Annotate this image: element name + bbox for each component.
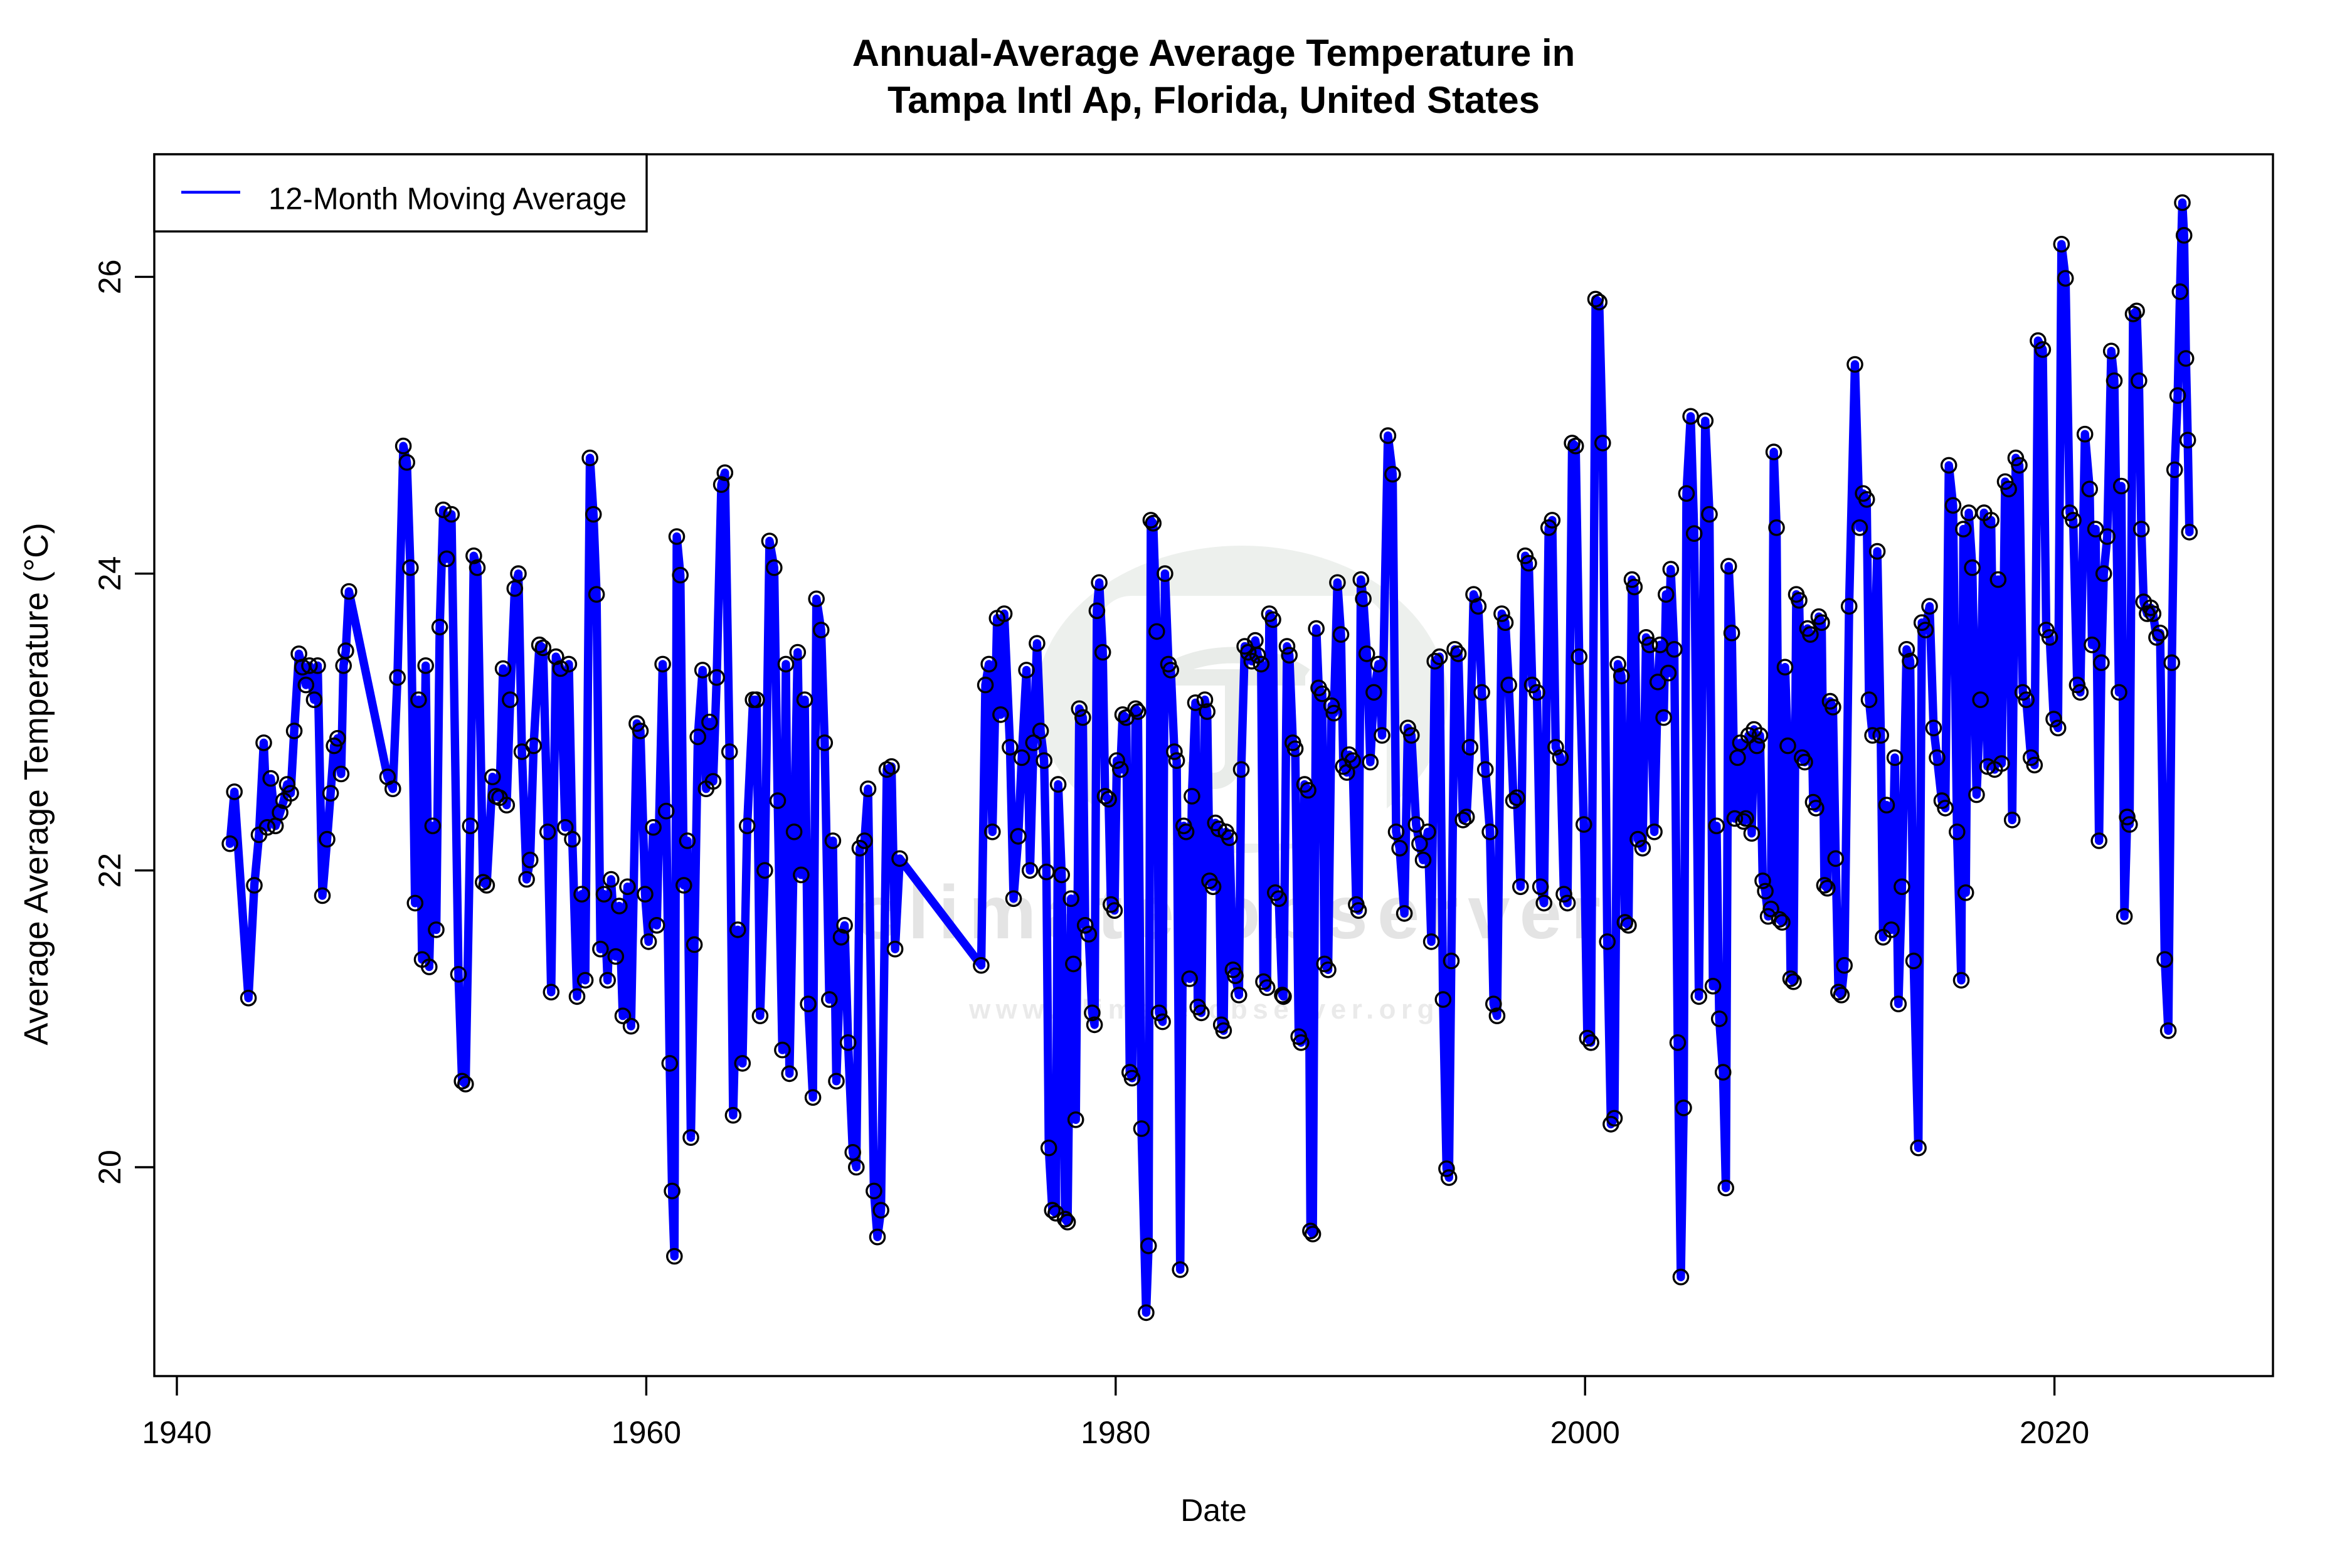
svg-text:Average Average Temperature (°: Average Average Temperature (°C)	[18, 522, 55, 1045]
svg-text:2000: 2000	[1550, 1415, 1620, 1450]
svg-text:Date: Date	[1180, 1493, 1247, 1528]
svg-text:1960: 1960	[612, 1415, 681, 1450]
svg-text:1980: 1980	[1081, 1415, 1150, 1450]
svg-text:12-Month Moving Average: 12-Month Moving Average	[268, 183, 627, 216]
svg-text:26: 26	[92, 260, 127, 295]
svg-text:24: 24	[92, 556, 127, 591]
svg-text:2020: 2020	[2020, 1415, 2089, 1450]
svg-text:20: 20	[92, 1150, 127, 1185]
svg-text:Tampa Intl Ap, Florida, United: Tampa Intl Ap, Florida, United States	[887, 79, 1540, 121]
svg-text:22: 22	[92, 853, 127, 888]
svg-text:Annual-Average Average Tempera: Annual-Average Average Temperature in	[852, 32, 1576, 74]
svg-text:1940: 1940	[142, 1415, 211, 1450]
